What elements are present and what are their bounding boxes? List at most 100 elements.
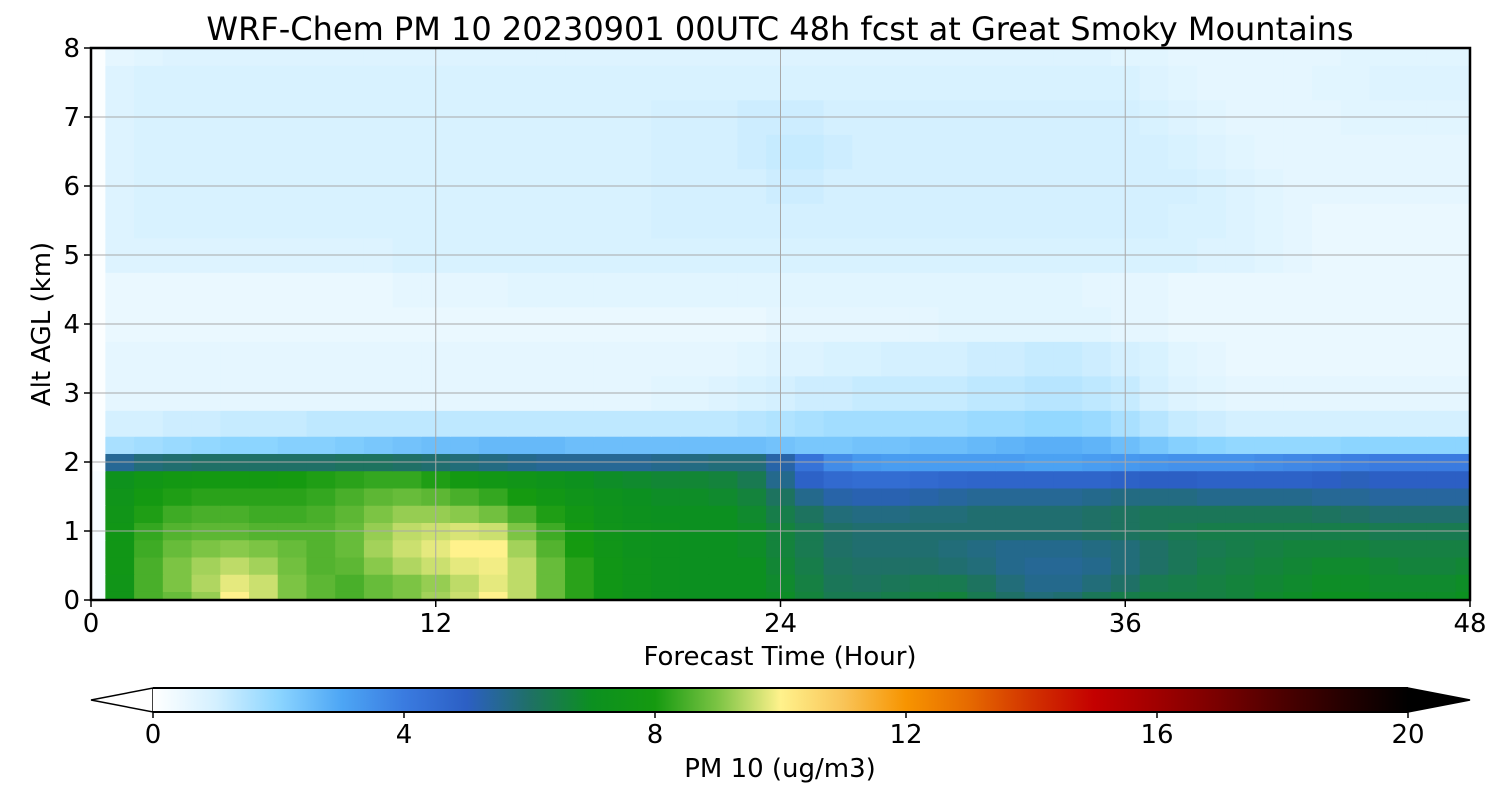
heatmap-cell (1082, 591, 1112, 600)
heatmap-cell (593, 487, 624, 506)
heatmap-cell (507, 48, 537, 66)
heatmap-cell (881, 574, 911, 592)
heatmap-cell (1426, 556, 1457, 575)
heatmap-cell (105, 574, 135, 592)
heatmap-cell (651, 470, 681, 489)
heatmap-cell (450, 539, 480, 558)
heatmap-cell (450, 134, 480, 170)
heatmap-cell (967, 591, 997, 600)
heatmap-cell (1197, 539, 1227, 558)
heatmap-cell (881, 341, 911, 377)
heatmap-cell (1340, 591, 1371, 600)
heatmap-cell (1398, 203, 1428, 239)
colorbar-tick-label: 0 (145, 720, 162, 750)
heatmap-cell (191, 203, 221, 239)
heatmap-cell (335, 470, 365, 489)
heatmap-cell (737, 591, 767, 600)
heatmap-cell (536, 470, 566, 489)
heatmap-cell (852, 591, 882, 600)
heatmap-cell (191, 410, 221, 437)
heatmap-cell (1455, 48, 1470, 66)
heatmap-cell (679, 48, 710, 66)
heatmap-cell (967, 134, 997, 170)
heatmap-cell (1311, 574, 1342, 592)
heatmap-cell (593, 436, 624, 454)
heatmap-cell (335, 487, 365, 506)
heatmap-cell (1082, 48, 1112, 66)
heatmap-cell (1426, 341, 1457, 377)
heatmap-cell (679, 505, 710, 523)
heatmap-cell (881, 65, 911, 101)
heatmap-cell (363, 470, 394, 489)
heatmap-cell (91, 65, 106, 101)
heatmap-cell (852, 574, 882, 592)
heatmap-cell (1311, 487, 1342, 506)
heatmap-cell (565, 272, 595, 308)
heatmap-cell (708, 574, 739, 592)
heatmap-cell (995, 341, 1026, 377)
heatmap-cell (536, 556, 566, 575)
heatmap-cell (450, 591, 480, 600)
heatmap-cell (335, 574, 365, 592)
heatmap-cell (335, 203, 365, 239)
heatmap-cell (536, 272, 566, 308)
heatmap-cell (191, 48, 221, 66)
heatmap-cell (1369, 470, 1399, 489)
heatmap-cell (1455, 505, 1470, 523)
heatmap-cell (852, 487, 882, 506)
heatmap-cell (1197, 410, 1227, 437)
heatmap-cell (565, 591, 595, 600)
heatmap-cell (335, 556, 365, 575)
heatmap-cell (392, 272, 422, 308)
heatmap-cell (1455, 556, 1470, 575)
heatmap-cell (220, 556, 250, 575)
heatmap-cell (651, 48, 681, 66)
heatmap-cell (1024, 272, 1055, 308)
heatmap-cell (794, 505, 825, 523)
heatmap-cell (794, 556, 825, 575)
heatmap-cell (1053, 487, 1083, 506)
heatmap-cell (1225, 410, 1256, 437)
heatmap-cell (1311, 436, 1342, 454)
heatmap-cell (794, 134, 825, 170)
heatmap-cell (1455, 591, 1470, 600)
heatmap-cell (249, 48, 279, 66)
heatmap-cell (450, 556, 480, 575)
heatmap-cell (162, 410, 193, 437)
heatmap-cell (335, 272, 365, 308)
heatmap-cell (1053, 591, 1083, 600)
heatmap-cell (1426, 505, 1457, 523)
heatmap-cell (1311, 591, 1342, 600)
heatmap-cell (938, 203, 968, 239)
heatmap-cell (1139, 539, 1169, 558)
heatmap-cell (536, 505, 566, 523)
heatmap-cell (1455, 65, 1470, 101)
heatmap-cell (938, 436, 968, 454)
heatmap-cell (162, 591, 193, 600)
heatmap-cell (852, 470, 882, 489)
heatmap-cell (1168, 341, 1198, 377)
heatmap-cell (1398, 134, 1428, 170)
heatmap-cell (478, 436, 509, 454)
heatmap-cell (679, 203, 710, 239)
y-tick-label: 7 (63, 103, 80, 133)
heatmap-cell (162, 505, 193, 523)
heatmap-cell (1225, 203, 1256, 239)
heatmap-cell (1369, 272, 1399, 308)
heatmap-cell (708, 470, 739, 489)
heatmap-cell (1311, 539, 1342, 558)
heatmap-cell (852, 65, 882, 101)
heatmap-cell (134, 556, 164, 575)
heatmap-cell (1053, 556, 1083, 575)
heatmap-cell (1168, 556, 1198, 575)
heatmap-cell (134, 341, 164, 377)
heatmap-cell (881, 48, 911, 66)
x-axis-label: Forecast Time (Hour) (643, 642, 916, 672)
heatmap-cell (1426, 410, 1457, 437)
heatmap-cell (536, 410, 566, 437)
heatmap-cell (105, 539, 135, 558)
heatmap-cell (651, 436, 681, 454)
heatmap-cell (909, 436, 940, 454)
heatmap-cell (335, 341, 365, 377)
heatmap-cell (249, 470, 279, 489)
